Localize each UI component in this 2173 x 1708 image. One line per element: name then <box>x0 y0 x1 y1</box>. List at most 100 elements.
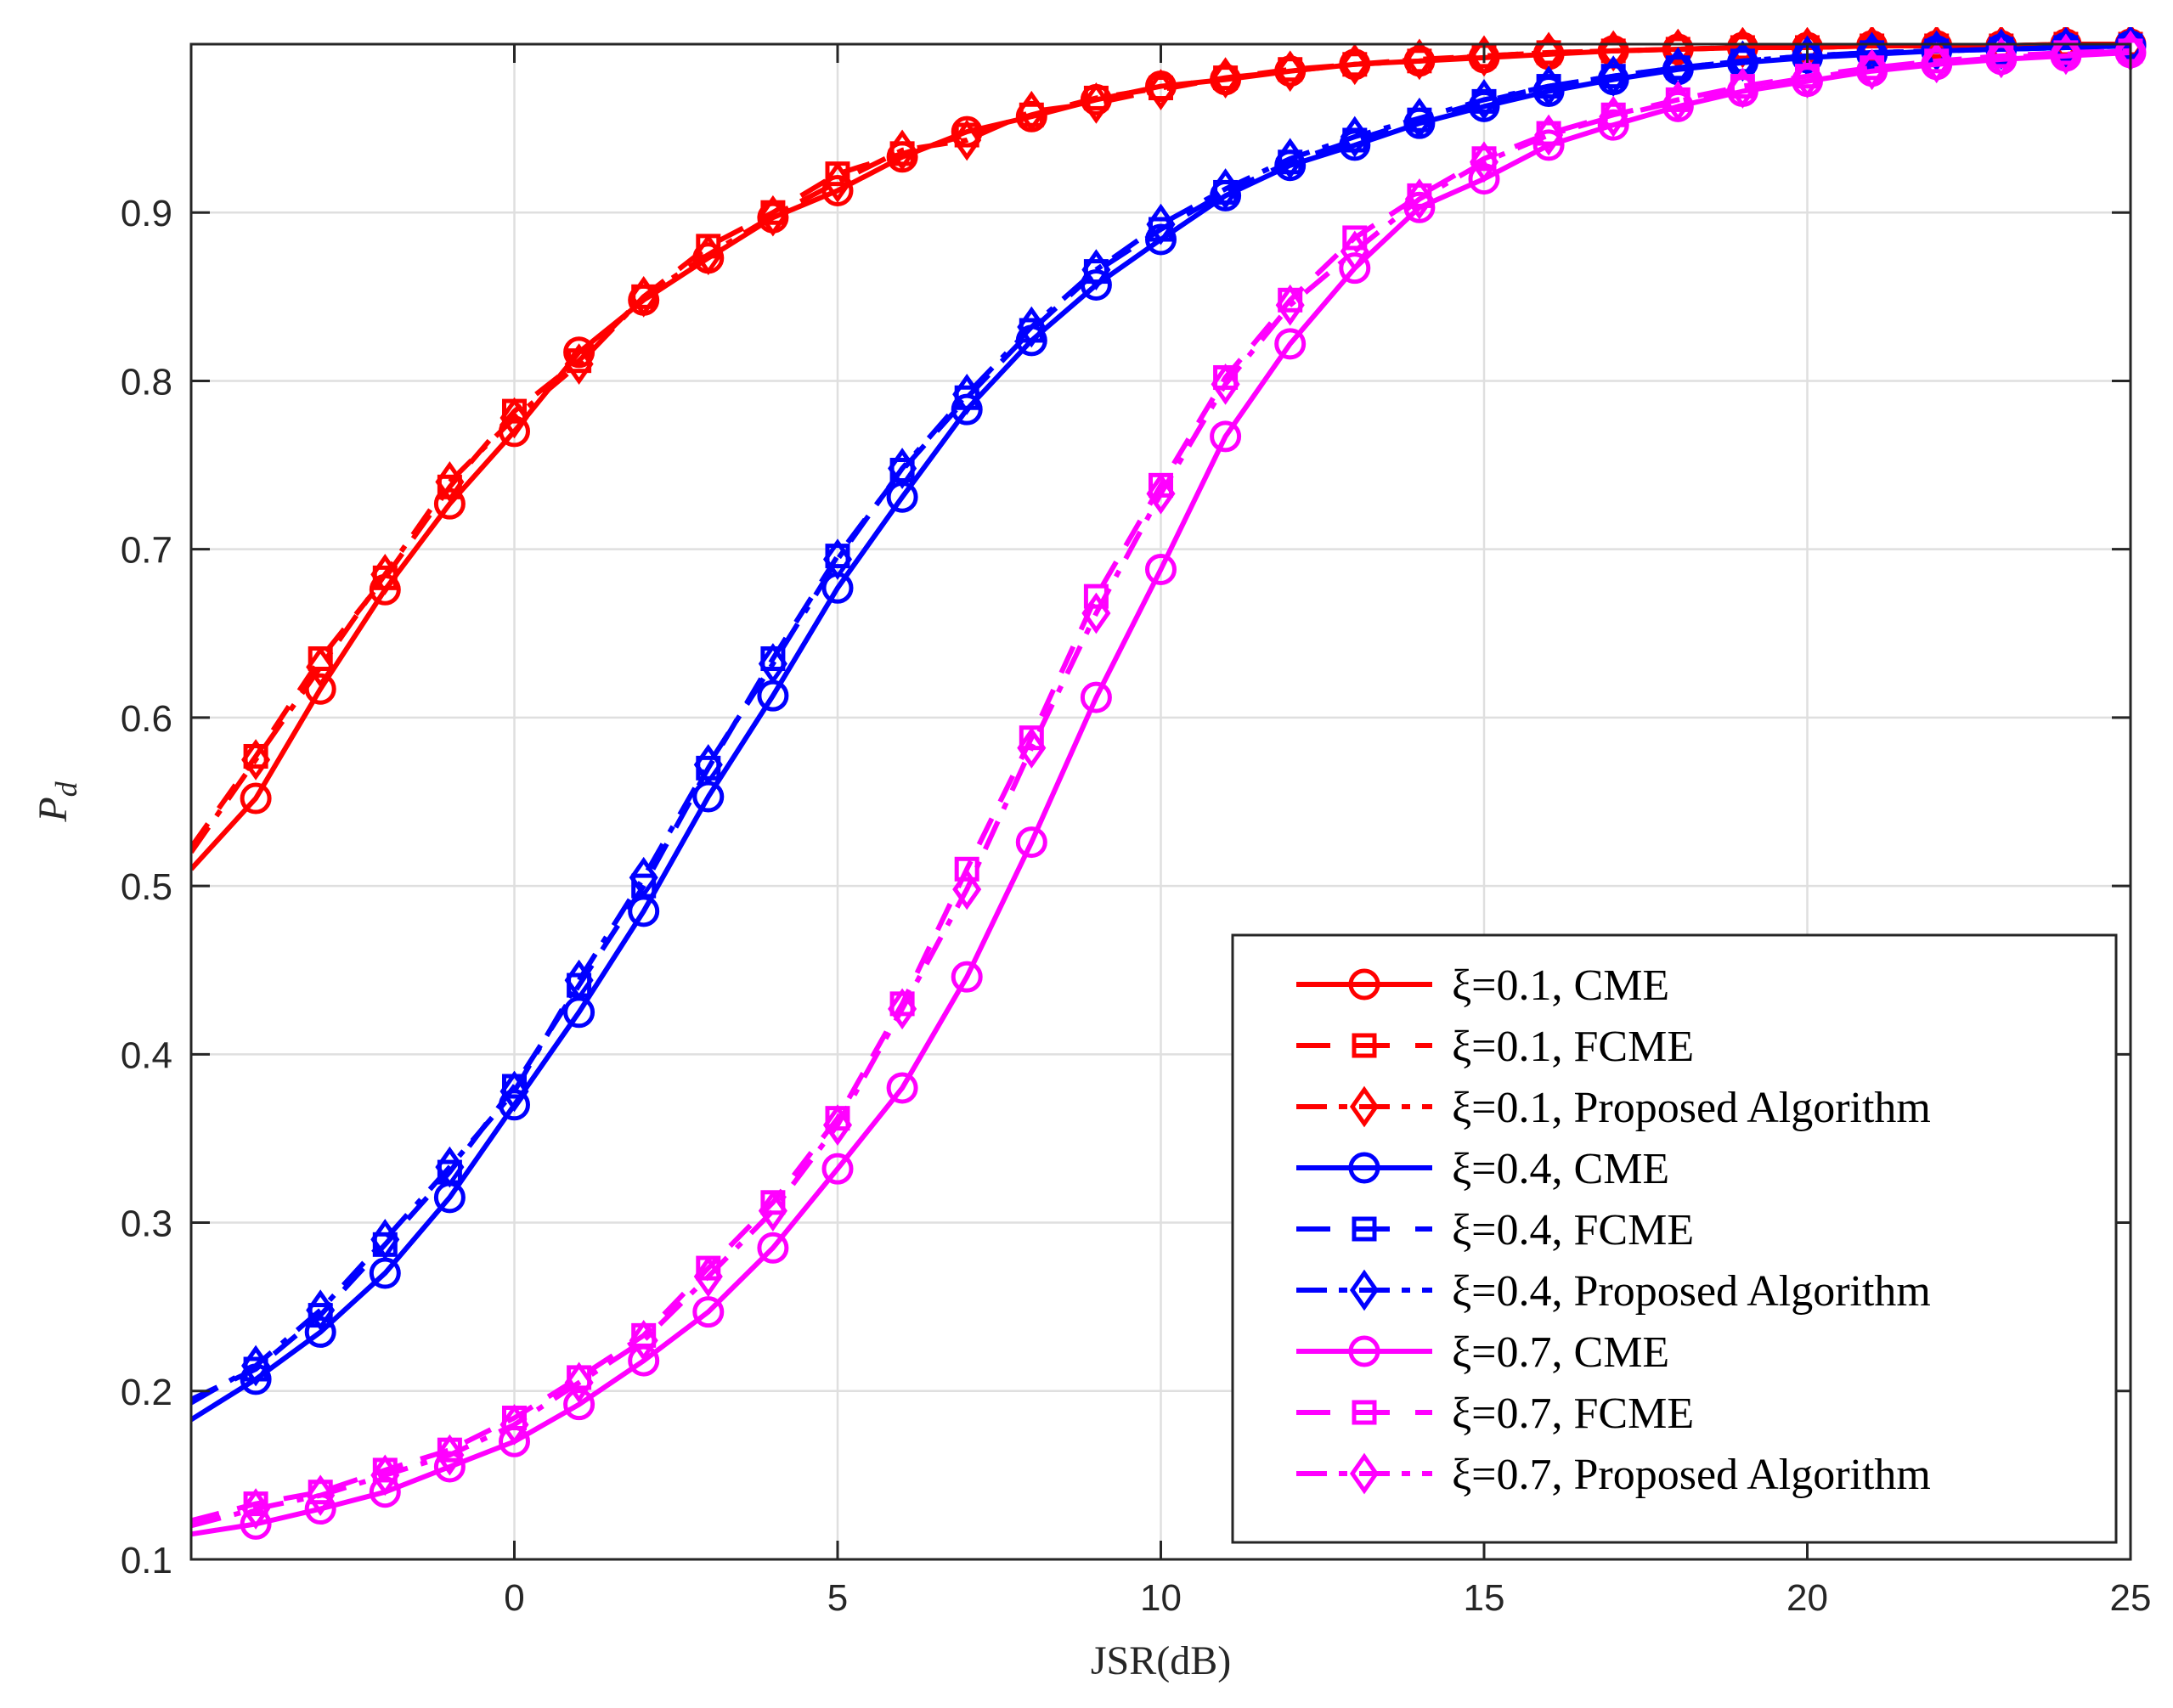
y-axis-label-subscript: d <box>49 781 83 797</box>
y-tick-label: 0.3 <box>121 1203 172 1245</box>
legend-marker <box>1349 1452 1380 1495</box>
legend-marker <box>1348 1152 1380 1184</box>
data-point <box>1211 57 1240 99</box>
data-point <box>822 538 853 580</box>
y-axis-label: Pd <box>31 781 83 822</box>
data-point <box>1274 328 1307 360</box>
data-point <box>1534 114 1564 156</box>
data-point <box>693 1255 723 1298</box>
data-point <box>1211 364 1240 405</box>
x-tick-label: 15 <box>1464 1577 1505 1619</box>
legend-marker <box>1352 1400 1377 1425</box>
legend-label: ξ=0.4, Proposed Algorithm <box>1452 1267 1931 1316</box>
legend-label: ξ=0.4, FCME <box>1452 1206 1694 1254</box>
data-point <box>629 856 658 899</box>
data-point <box>629 275 658 318</box>
tick-labels: 0.1 0.2 0.3 0.4 0.5 0.6 0.7 0.8 0.9 0 5 10 15 20 25 <box>121 193 2152 1619</box>
y-tick-label: 0.9 <box>121 193 172 234</box>
x-tick-label: 25 <box>2110 1577 2152 1619</box>
data-point <box>1015 826 1047 859</box>
y-tick-label: 0.2 <box>121 1372 172 1413</box>
legend-item: ξ=0.7, Proposed Algorithm <box>1296 1451 1931 1499</box>
data-point <box>306 646 336 688</box>
data-point <box>500 1404 529 1446</box>
legend: ξ=0.1, CME ξ=0.1, FCME ξ=0.1, Proposed Alg… <box>1231 933 2118 1544</box>
y-tick-label: 0.5 <box>121 866 172 908</box>
legend-label: ξ=0.7, Proposed Algorithm <box>1452 1451 1931 1499</box>
series-9 <box>191 30 2146 1530</box>
data-point <box>1468 163 1500 195</box>
data-point <box>1792 57 1822 99</box>
data-point <box>1404 178 1434 220</box>
data-point <box>1340 43 1369 86</box>
legend-marker <box>1348 968 1380 1001</box>
data-point <box>1857 48 1887 91</box>
y-tick-label: 0.7 <box>121 530 172 572</box>
data-point <box>821 1153 854 1185</box>
data-point <box>1469 35 1499 77</box>
data-point <box>1342 225 1368 251</box>
data-point <box>500 1070 529 1113</box>
data-point <box>954 856 979 882</box>
data-point <box>1728 67 1758 109</box>
data-point <box>564 959 594 1001</box>
data-point <box>564 1361 594 1404</box>
data-point <box>563 1389 595 1421</box>
data-point <box>1145 553 1177 585</box>
data-point <box>306 1474 336 1517</box>
legend-box <box>1231 933 2118 1544</box>
data-point <box>1597 109 1629 141</box>
data-point <box>1339 252 1371 285</box>
data-point <box>564 343 594 385</box>
data-point <box>1211 168 1240 210</box>
data-point <box>1469 141 1499 183</box>
legend-item: ξ=0.4, FCME <box>1296 1206 1694 1254</box>
data-point <box>1146 203 1176 245</box>
data-point <box>241 739 271 781</box>
data-point <box>1210 420 1242 453</box>
data-point <box>888 448 917 489</box>
data-point <box>1275 50 1305 93</box>
data-point <box>306 1289 336 1331</box>
data-point <box>1340 116 1369 158</box>
legend-item: ξ=0.4, Proposed Algorithm <box>1296 1267 1931 1316</box>
data-point <box>1080 681 1112 713</box>
legend-item: ξ=0.1, FCME <box>1296 1023 1694 1071</box>
data-point <box>757 1232 789 1264</box>
data-point <box>1663 81 1693 122</box>
x-tick-label: 20 <box>1786 1577 1828 1619</box>
data-point <box>1340 230 1369 273</box>
data-point <box>758 643 787 685</box>
series-line <box>191 48 2131 1529</box>
series-line <box>191 42 2131 854</box>
data-point <box>758 1190 787 1232</box>
data-point <box>2051 33 2080 76</box>
legend-label: ξ=0.1, CME <box>1452 961 1669 1010</box>
data-point <box>1469 79 1499 121</box>
data-point <box>1081 249 1111 290</box>
y-tick-label: 0.4 <box>121 1034 172 1076</box>
legend-label: ξ=0.1, FCME <box>1452 1023 1694 1071</box>
y-tick-label: 0.6 <box>121 698 172 740</box>
data-point <box>822 161 853 203</box>
data-point <box>370 1454 400 1497</box>
data-point <box>1146 69 1176 110</box>
data-point <box>1081 592 1111 634</box>
x-tick-label: 10 <box>1140 1577 1182 1619</box>
data-point <box>435 1146 465 1188</box>
data-point <box>758 194 787 237</box>
data-point <box>241 1488 271 1530</box>
data-point <box>952 373 982 415</box>
data-point <box>1017 306 1047 348</box>
data-point <box>1017 90 1047 132</box>
data-point <box>241 1344 271 1387</box>
data-point <box>693 234 723 276</box>
legend-label: ξ=0.7, CME <box>1452 1328 1669 1377</box>
data-point <box>500 397 529 439</box>
data-point <box>1404 97 1434 139</box>
data-point <box>692 1296 725 1328</box>
data-point <box>1275 284 1305 326</box>
data-point <box>1599 95 1628 138</box>
data-point <box>1275 138 1305 180</box>
